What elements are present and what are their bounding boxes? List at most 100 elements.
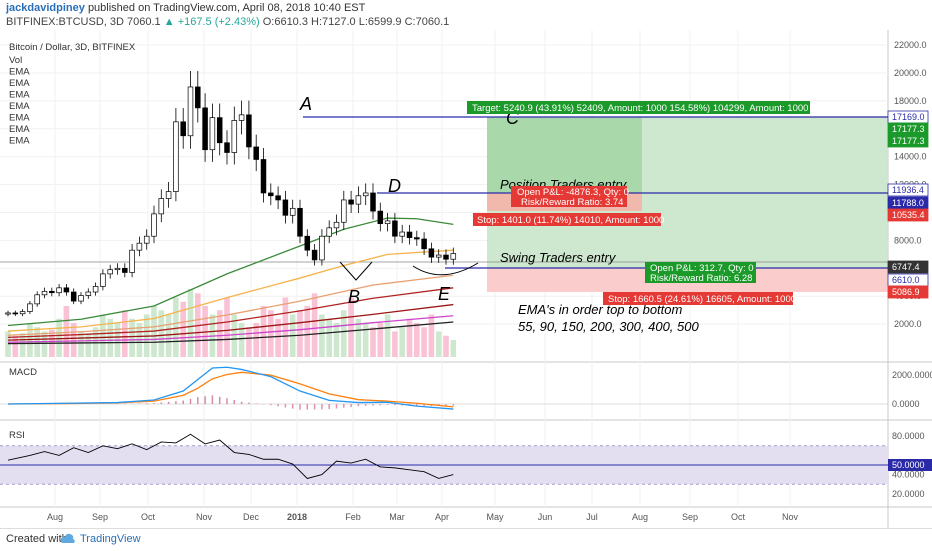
- price-tag-label: 10535.4: [892, 210, 925, 220]
- macd-signal-line: [7, 371, 454, 408]
- candle-body: [129, 249, 135, 273]
- volume-bar: [92, 327, 99, 357]
- price-chart[interactable]: A B C D E Position Traders entry Swing T…: [0, 30, 932, 528]
- volume-bar: [12, 335, 19, 357]
- candle-body: [49, 290, 55, 294]
- price-tag-label: 6747.4: [892, 262, 920, 272]
- time-tick-label: May: [486, 512, 504, 522]
- candle-body: [180, 121, 186, 137]
- candle-body: [56, 287, 62, 294]
- target-label-box[interactable]: [467, 101, 810, 114]
- macd-label: MACD: [9, 367, 37, 378]
- candle-body: [158, 198, 165, 215]
- volume-bar: [311, 293, 318, 357]
- position-stop-box[interactable]: [473, 213, 661, 226]
- ema-line: [7, 287, 454, 339]
- volume-bar: [216, 310, 223, 357]
- candle-body: [238, 114, 245, 121]
- time-tick-label: Jun: [538, 512, 553, 522]
- volume-bar: [435, 331, 442, 357]
- volume-bar: [187, 289, 194, 357]
- volume-bar: [392, 331, 398, 357]
- time-tick-label: 2018: [287, 512, 307, 522]
- candle-body: [370, 192, 376, 212]
- volume-bar: [370, 327, 376, 357]
- legend-ema: EMA: [9, 67, 30, 78]
- volume-bar: [246, 327, 252, 357]
- candle-body: [136, 242, 143, 251]
- symbol-label: BITFINEX:BTCUSD, 3D: [6, 16, 124, 28]
- candle-body: [406, 231, 413, 238]
- candle-body: [348, 199, 354, 205]
- price-tag: [887, 285, 929, 299]
- chart-title: Bitcoin / Dollar, 3D, BITFINEX: [9, 42, 136, 53]
- legend-ema: EMA: [9, 101, 30, 112]
- candle-body: [392, 220, 398, 237]
- candle-body: [224, 142, 230, 153]
- candle-body: [362, 192, 369, 197]
- macd-tick-label: 2000.0000: [892, 370, 932, 380]
- time-tick-label: Oct: [141, 512, 156, 522]
- candle-body: [377, 210, 384, 225]
- publish-line: jackdavidpiney published on TradingView.…: [6, 2, 365, 14]
- rsi-tick-label: 80.0000: [892, 431, 925, 441]
- candle-body: [107, 269, 113, 275]
- swing-pnl-box[interactable]: [645, 262, 756, 283]
- last-price: 7060.1: [127, 16, 161, 28]
- price-tag-label: 11936.4: [892, 185, 924, 195]
- footer: Created with TradingView: [0, 528, 932, 551]
- legend-ema: EMA: [9, 90, 30, 101]
- candle-body: [27, 303, 33, 312]
- tradingview-brand[interactable]: TradingView: [80, 533, 141, 545]
- price-tag-label: 17177.3: [892, 124, 925, 134]
- candle-body: [450, 253, 457, 260]
- legend-vol: Vol: [9, 55, 22, 66]
- author-link[interactable]: jackdavidpiney: [6, 2, 85, 14]
- time-tick-label: Nov: [782, 512, 799, 522]
- candle-body: [355, 195, 362, 205]
- candle-body: [333, 221, 340, 229]
- volume-bar: [19, 333, 26, 357]
- volume-bar: [348, 297, 354, 357]
- volume-bar: [377, 323, 384, 357]
- e-curve-drawing: [412, 262, 479, 276]
- candle-body: [19, 311, 26, 315]
- candle-body: [209, 117, 216, 151]
- time-tick-label: Feb: [345, 512, 361, 522]
- macd-tick-label: 0.0000: [892, 399, 920, 409]
- candle-body: [326, 227, 332, 237]
- volume-bar: [275, 318, 281, 357]
- candle-body: [319, 235, 325, 261]
- volume-bar: [268, 310, 274, 357]
- price-tick-label: 20000.0: [894, 68, 927, 78]
- swing-stop-box[interactable]: [603, 292, 793, 305]
- position-target-zone: [487, 117, 642, 193]
- volume-bar: [443, 335, 449, 357]
- label-b: B: [348, 287, 360, 307]
- candles: [5, 71, 457, 317]
- rsi-tick-label: 50.0000: [892, 460, 925, 470]
- rsi-tick-label: 40.0000: [892, 470, 925, 480]
- ema-line: [7, 217, 454, 327]
- volume-bar: [100, 314, 106, 357]
- volume-bar: [63, 306, 70, 357]
- price-tag-label: 5086.9: [892, 287, 920, 297]
- price-tag-label: 17169.0: [892, 112, 925, 122]
- candle-body: [78, 295, 84, 302]
- candle-body: [428, 248, 435, 258]
- rsi-line: [7, 433, 454, 479]
- candle-body: [253, 146, 259, 160]
- rsi-label: RSI: [9, 430, 25, 441]
- time-tick-label: Aug: [47, 512, 63, 522]
- candle-body: [414, 237, 420, 240]
- volume-bar: [414, 323, 420, 357]
- position-pnl-box[interactable]: [511, 186, 627, 207]
- volume-bar: [78, 331, 84, 357]
- up-triangle-icon: ▲: [163, 16, 175, 28]
- candle-body: [443, 254, 449, 260]
- position-stop: Stop: 1401.0 (11.74%) 14010, Amount: 100…: [477, 215, 664, 226]
- time-tick-label: Mar: [389, 512, 405, 522]
- volume-bar: [85, 333, 92, 357]
- ema-lines: [7, 217, 454, 345]
